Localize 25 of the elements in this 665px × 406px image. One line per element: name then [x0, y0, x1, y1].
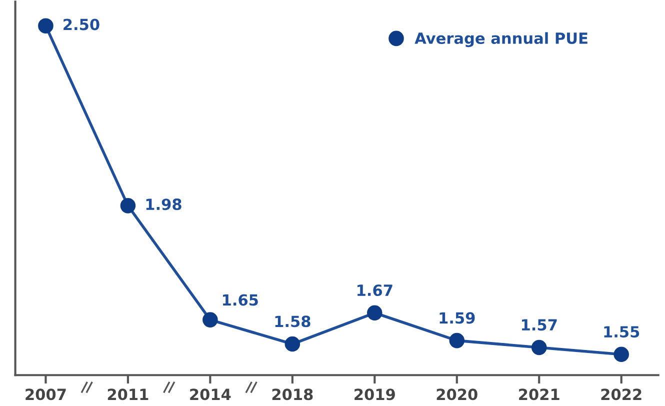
data-label: 1.59 [440, 312, 475, 324]
point [284, 336, 300, 352]
point [531, 340, 547, 356]
point [38, 18, 54, 34]
x-tick-label: 2022 [601, 388, 642, 400]
x-tick-label: 2007 [26, 388, 66, 400]
data-label: 2.50 [64, 18, 100, 30]
data-label: 1.58 [275, 316, 310, 328]
point [120, 198, 136, 214]
data-label: 1.57 [522, 319, 557, 331]
point [449, 332, 465, 348]
legend-label: Average annual PUE [414, 32, 588, 48]
x-tick-label: 2020 [436, 388, 478, 400]
point [367, 305, 382, 321]
x-tick-label: 2019 [354, 388, 395, 400]
x-tick-label: 2018 [272, 388, 313, 400]
x-tick-label: 2021 [519, 388, 560, 400]
data-label: 1.67 [358, 284, 392, 296]
data-label: 1.65 [223, 294, 258, 306]
data-label: 1.98 [146, 198, 182, 210]
x-tick-label: 2011 [108, 388, 148, 400]
point [614, 346, 629, 362]
point [202, 312, 218, 328]
x-tick-label: 2014 [190, 388, 231, 400]
data-label: 1.55 [604, 326, 640, 338]
